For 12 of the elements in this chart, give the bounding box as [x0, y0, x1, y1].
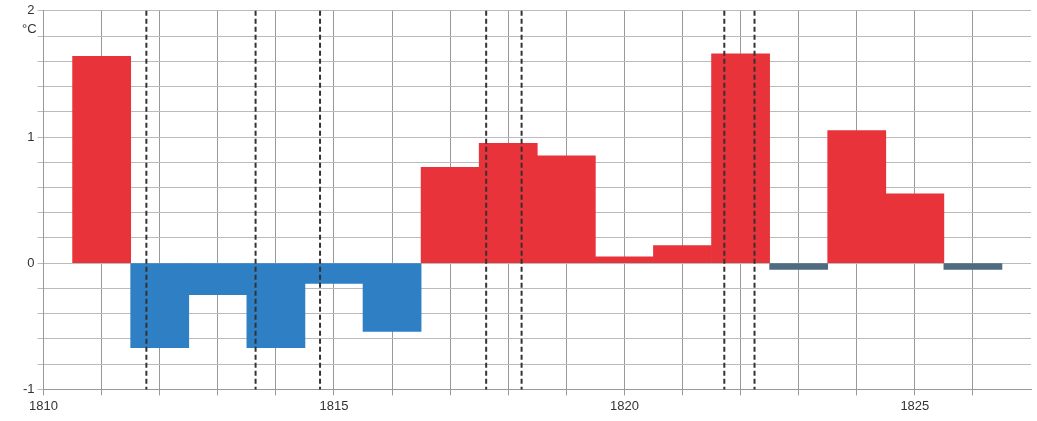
y-tick-label: 0 [27, 254, 35, 270]
x-tick-label: 1815 [319, 397, 349, 413]
bar [769, 263, 829, 270]
x-tick-label: 1820 [609, 397, 639, 413]
y-tick-label: 1 [27, 128, 35, 144]
x-tick-label: 1810 [29, 397, 59, 413]
y-tick-label: 2 [27, 2, 35, 18]
y-axis-title: °C [22, 20, 37, 36]
y-tick-label: -1 [23, 380, 35, 396]
bar [943, 263, 1003, 270]
x-tick-label: 1825 [900, 397, 930, 413]
bar [72, 55, 132, 264]
